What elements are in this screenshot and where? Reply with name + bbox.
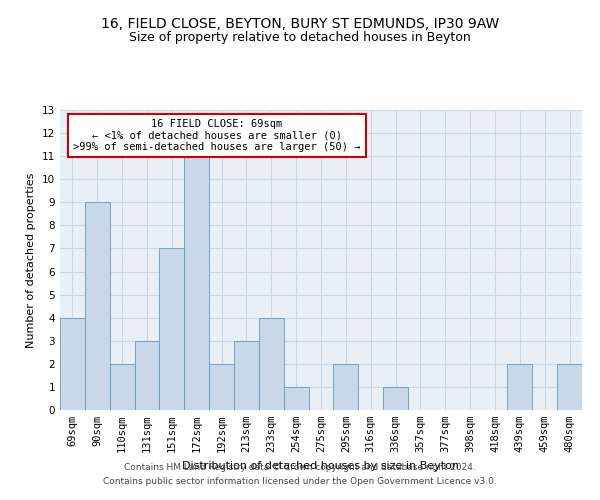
Text: Contains HM Land Registry data © Crown copyright and database right 2024.: Contains HM Land Registry data © Crown c…	[124, 464, 476, 472]
Bar	[259, 318, 284, 410]
X-axis label: Distribution of detached houses by size in Beyton: Distribution of detached houses by size …	[182, 460, 460, 470]
Text: Contains public sector information licensed under the Open Government Licence v3: Contains public sector information licen…	[103, 477, 497, 486]
Bar	[234, 341, 259, 410]
Bar	[160, 248, 184, 410]
Bar	[284, 387, 308, 410]
Text: 16, FIELD CLOSE, BEYTON, BURY ST EDMUNDS, IP30 9AW: 16, FIELD CLOSE, BEYTON, BURY ST EDMUNDS…	[101, 18, 499, 32]
Bar	[383, 387, 408, 410]
Bar	[184, 156, 209, 410]
Bar	[508, 364, 532, 410]
Text: 16 FIELD CLOSE: 69sqm
← <1% of detached houses are smaller (0)
>99% of semi-deta: 16 FIELD CLOSE: 69sqm ← <1% of detached …	[73, 119, 361, 152]
Bar	[110, 364, 134, 410]
Bar	[60, 318, 85, 410]
Bar	[334, 364, 358, 410]
Bar	[85, 202, 110, 410]
Bar	[134, 341, 160, 410]
Bar	[209, 364, 234, 410]
Text: Size of property relative to detached houses in Beyton: Size of property relative to detached ho…	[129, 31, 471, 44]
Y-axis label: Number of detached properties: Number of detached properties	[26, 172, 37, 348]
Bar	[557, 364, 582, 410]
